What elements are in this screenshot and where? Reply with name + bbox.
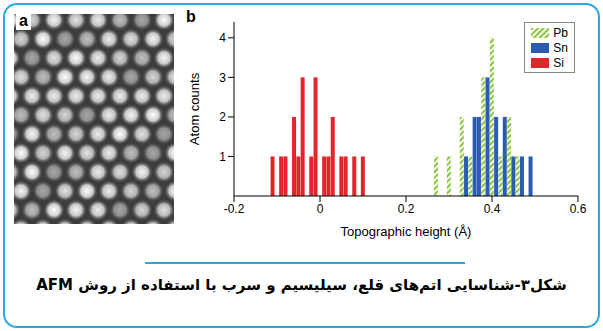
html-text:b: b — [186, 8, 196, 25]
html-text:شکل۳-شناسایی اتم‌های قلع، سیلی: شکل۳-شناسایی اتم‌های قلع، سیلیسیم و سرب … — [36, 276, 567, 294]
svg-text:3: 3 — [219, 71, 226, 85]
svg-text:4: 4 — [219, 31, 226, 45]
svg-text:0.6: 0.6 — [570, 202, 587, 216]
html-text:Si: Si — [553, 55, 564, 70]
svg-text:2: 2 — [219, 110, 226, 124]
svg-text:Atom counts: Atom counts — [187, 72, 202, 145]
html-text:Pb: Pb — [553, 25, 568, 40]
svg-text:0.4: 0.4 — [484, 202, 501, 216]
html-text:a: a — [19, 12, 28, 29]
svg-text:0: 0 — [317, 202, 324, 216]
svg-text:-0.2: -0.2 — [224, 202, 245, 216]
svg-text:1: 1 — [219, 150, 226, 164]
html-text:Sn: Sn — [553, 40, 568, 55]
svg-text:0.2: 0.2 — [398, 202, 415, 216]
svg-text:Topographic height (Å): Topographic height (Å) — [341, 224, 472, 239]
